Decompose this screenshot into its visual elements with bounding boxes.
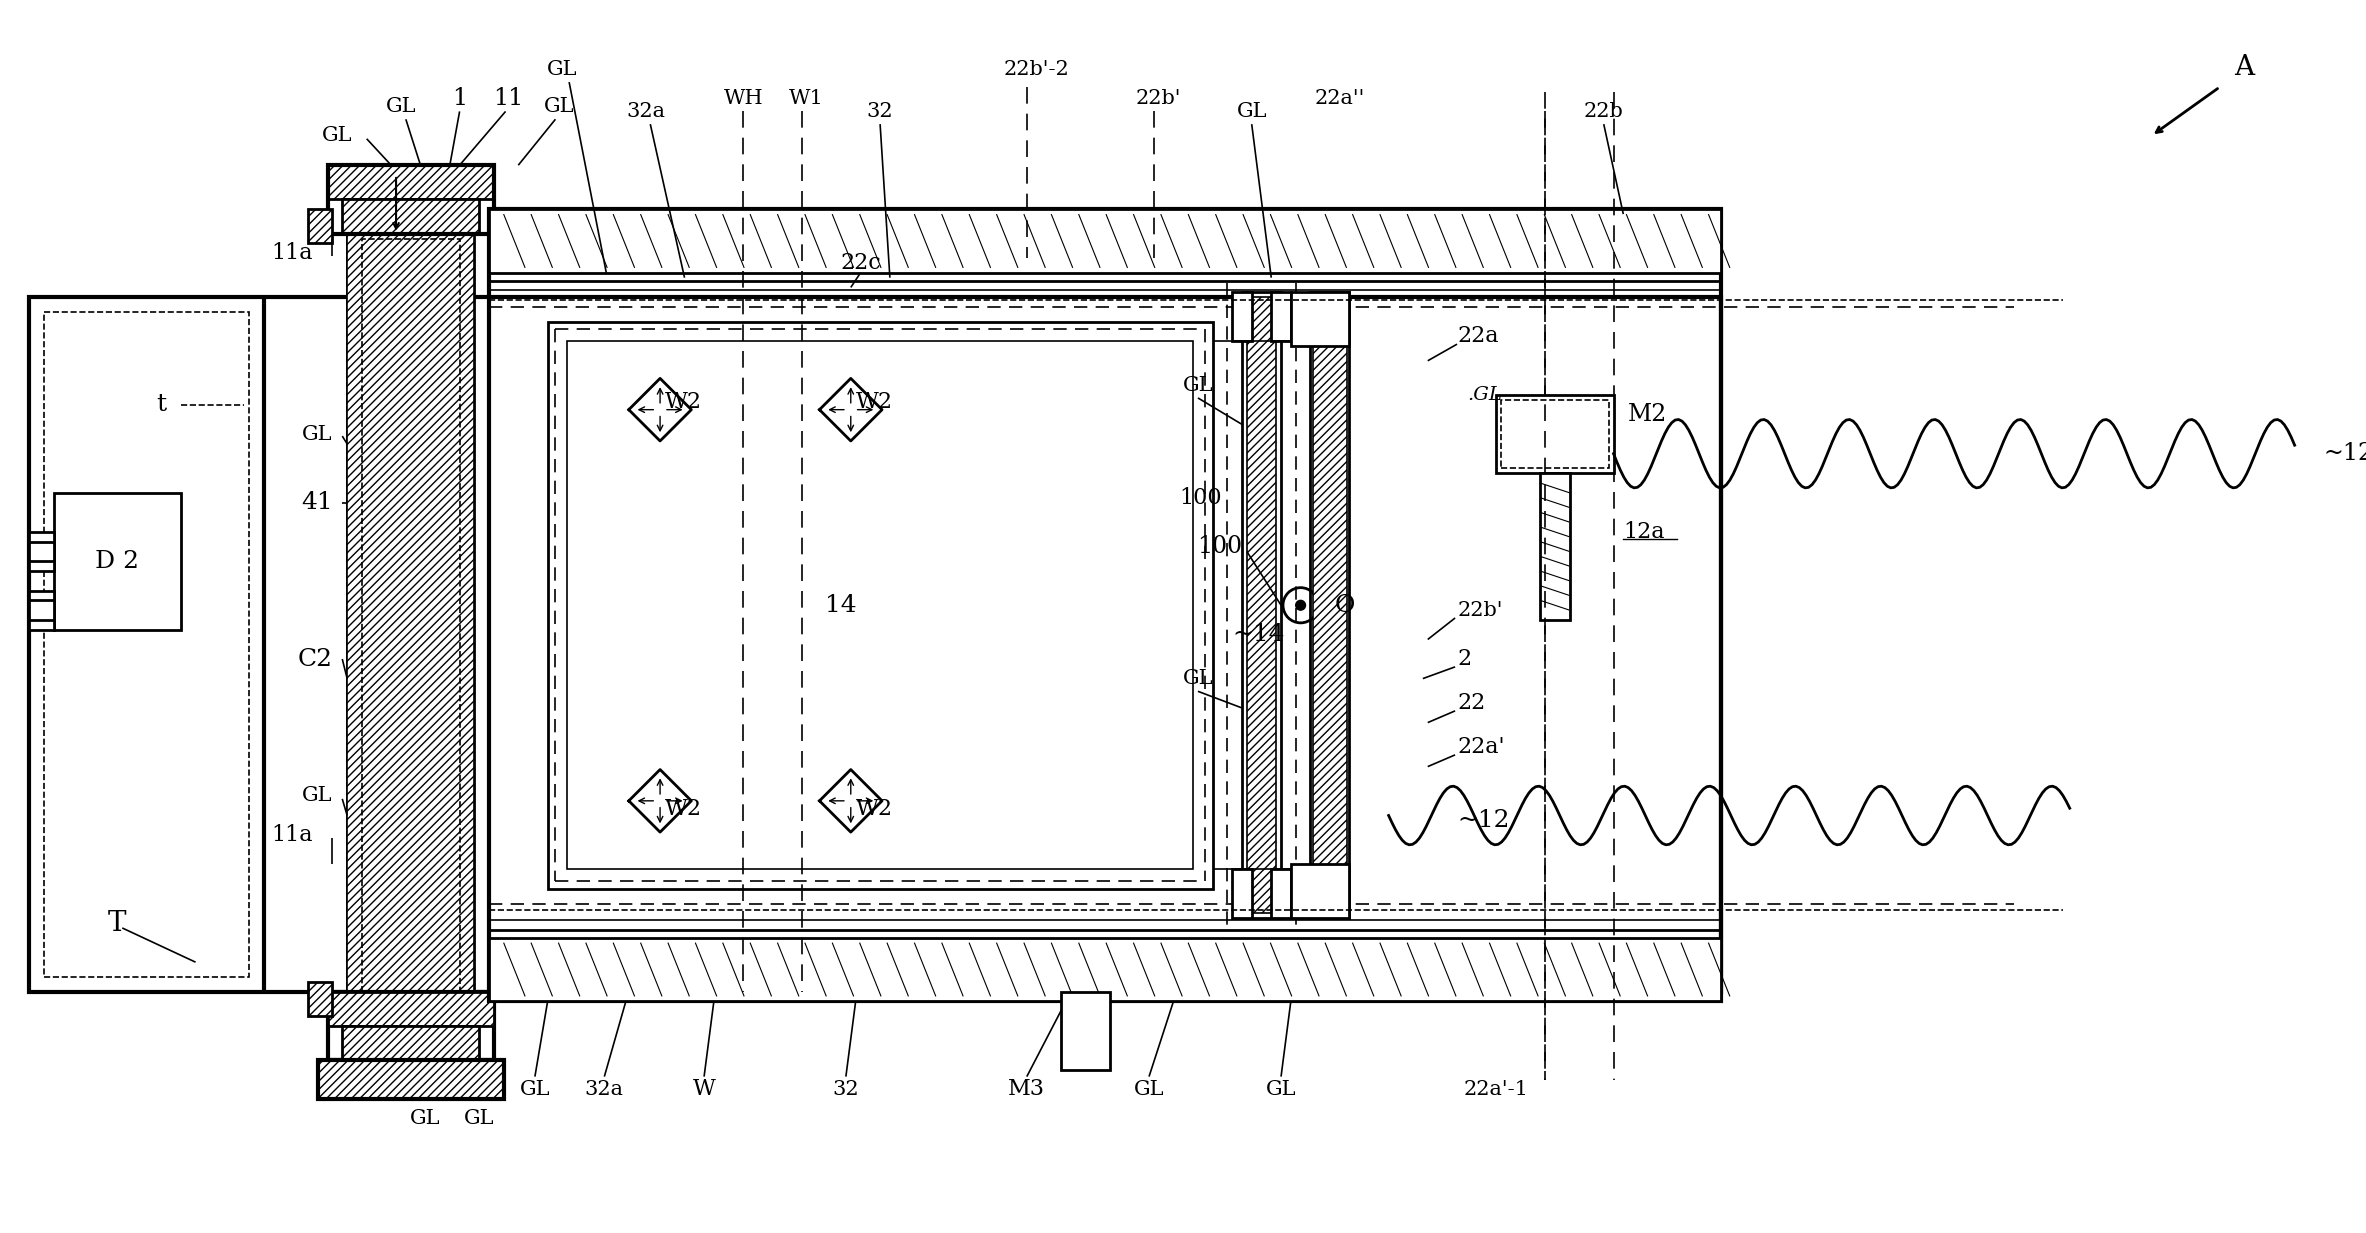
Text: 22b': 22b'	[1457, 600, 1502, 620]
Text: .GL: .GL	[1467, 386, 1502, 404]
Text: T: T	[106, 910, 125, 937]
Bar	[1500, 399, 1609, 469]
Text: t: t	[156, 393, 166, 417]
Text: W: W	[693, 1079, 715, 1100]
Bar	[28, 297, 1720, 991]
Text: 22a: 22a	[1457, 326, 1498, 348]
Text: GL: GL	[386, 97, 416, 116]
Text: 14: 14	[826, 594, 856, 616]
Bar	[308, 981, 334, 1016]
Bar	[362, 238, 459, 991]
Text: W1: W1	[790, 89, 823, 109]
Bar	[490, 210, 1720, 1001]
Bar	[1242, 292, 1280, 919]
Text: GL: GL	[303, 787, 334, 805]
Text: C2: C2	[298, 647, 334, 671]
Text: W2: W2	[665, 391, 703, 413]
Bar	[547, 322, 1214, 889]
Bar	[1540, 473, 1569, 620]
Text: 22b': 22b'	[1136, 89, 1181, 109]
Bar	[1271, 869, 1292, 919]
Text: 32: 32	[833, 1080, 859, 1099]
Text: GL: GL	[1183, 670, 1214, 688]
Text: GL: GL	[322, 126, 353, 145]
Text: M2: M2	[1628, 403, 1668, 427]
Text: GL: GL	[303, 424, 334, 444]
Text: 22a'-1: 22a'-1	[1465, 1080, 1528, 1099]
Text: 11a: 11a	[272, 242, 312, 264]
Bar	[490, 210, 1720, 272]
Text: GL: GL	[409, 1110, 440, 1128]
Text: GL: GL	[1237, 102, 1266, 121]
Bar	[1495, 395, 1614, 473]
Text: 41: 41	[300, 491, 334, 514]
Text: GL: GL	[521, 1080, 551, 1099]
Bar	[348, 229, 473, 1001]
Bar	[327, 165, 494, 200]
Text: W2: W2	[856, 798, 892, 820]
Text: 11: 11	[494, 88, 523, 110]
Text: 100: 100	[1181, 487, 1223, 509]
Bar	[490, 938, 1720, 1001]
Text: 22b: 22b	[1583, 102, 1623, 121]
Text: 32a: 32a	[584, 1080, 625, 1099]
Text: A: A	[2234, 54, 2255, 81]
Text: GL: GL	[464, 1110, 494, 1128]
Text: GL: GL	[1183, 376, 1214, 395]
Bar	[1313, 295, 1346, 915]
Text: GL: GL	[544, 97, 575, 116]
Text: ~14: ~14	[1233, 623, 1285, 646]
Text: WH: WH	[724, 89, 762, 109]
Text: 22: 22	[1457, 692, 1486, 714]
Bar	[1233, 869, 1252, 919]
Text: GL: GL	[547, 60, 577, 79]
Bar	[54, 493, 180, 630]
Text: 12a: 12a	[1623, 520, 1666, 543]
Text: M3: M3	[1008, 1079, 1046, 1100]
Text: 11a: 11a	[272, 824, 312, 846]
Bar	[1292, 292, 1349, 346]
Bar	[1311, 292, 1349, 919]
Text: W2: W2	[856, 391, 892, 413]
Text: ~12: ~12	[2323, 443, 2366, 465]
Text: 32: 32	[866, 102, 894, 121]
Text: O: O	[1334, 594, 1356, 616]
Bar	[1271, 292, 1292, 342]
Text: ~12: ~12	[1457, 809, 1510, 832]
Text: GL: GL	[1266, 1080, 1297, 1099]
Text: GL: GL	[1133, 1080, 1164, 1099]
Bar	[327, 991, 494, 1060]
Text: 22a': 22a'	[1457, 736, 1505, 758]
Text: 22a'': 22a''	[1315, 89, 1365, 109]
Bar	[343, 1026, 480, 1060]
Text: 22c: 22c	[840, 252, 880, 274]
Text: W2: W2	[665, 798, 703, 820]
Text: D 2: D 2	[95, 550, 140, 573]
Text: 100: 100	[1197, 535, 1242, 559]
Bar	[1247, 297, 1275, 914]
Bar	[1060, 991, 1110, 1070]
Bar	[327, 165, 494, 233]
Text: 22b'-2: 22b'-2	[1003, 60, 1069, 79]
Circle shape	[1297, 600, 1306, 610]
Bar	[28, 591, 54, 630]
Bar	[317, 1060, 504, 1099]
Text: 1: 1	[452, 88, 466, 110]
Bar	[28, 531, 54, 571]
Bar	[568, 342, 1192, 869]
Bar	[1292, 864, 1349, 919]
Text: 32a: 32a	[627, 102, 665, 121]
Bar	[45, 312, 248, 977]
Bar	[343, 200, 480, 233]
Bar	[327, 991, 494, 1026]
Text: 2: 2	[1457, 649, 1472, 670]
Bar	[348, 200, 473, 1031]
Bar	[308, 210, 334, 243]
Bar	[1233, 292, 1252, 342]
